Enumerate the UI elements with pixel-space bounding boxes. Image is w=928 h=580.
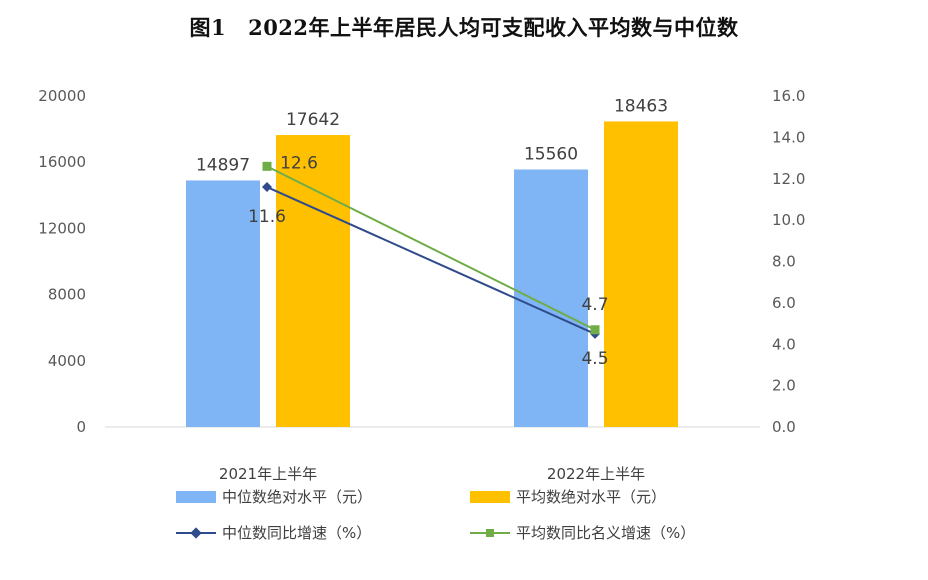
y-right-tick-label: 8.0	[772, 253, 796, 271]
y-right-tick-label: 2.0	[772, 377, 796, 395]
y-right-tick-label: 4.0	[772, 335, 796, 353]
x-category-label: 2022年上半年	[547, 465, 645, 483]
chart-title-text: 2022年上半年居民人均可支配收入平均数与中位数	[248, 15, 739, 40]
x-category-label: 2021年上半年	[219, 465, 317, 483]
bar-data-label: 17642	[286, 110, 340, 130]
bar-data-label: 14897	[196, 155, 250, 175]
chart-title: 图1 2022年上半年居民人均可支配收入平均数与中位数	[0, 12, 928, 42]
y-right-tick-label: 0.0	[772, 418, 796, 436]
bar-data-label: 18463	[614, 96, 668, 116]
figure-number: 图1	[189, 15, 227, 40]
bar-median-0	[186, 180, 260, 427]
y-right-tick-label: 10.0	[772, 211, 805, 229]
bar-mean-0	[276, 135, 350, 427]
y-left-tick-label: 20000	[38, 87, 86, 105]
bar-median-1	[514, 169, 588, 427]
bar-data-label: 15560	[524, 144, 578, 164]
y-right-tick-label: 14.0	[772, 128, 805, 146]
y-right-tick-label: 6.0	[772, 294, 796, 312]
line-data-label: 11.6	[248, 207, 286, 227]
y-left-tick-label: 12000	[38, 219, 86, 237]
y-left-tick-label: 16000	[38, 153, 86, 171]
line-data-label: 12.6	[280, 153, 318, 173]
line-data-label: 4.7	[581, 295, 608, 315]
line-marker-mean-growth	[262, 161, 272, 171]
line-marker-median-growth	[262, 182, 272, 193]
line-marker-mean-growth	[590, 325, 600, 335]
y-left-tick-label: 4000	[48, 352, 86, 370]
y-right-tick-label: 16.0	[772, 87, 805, 105]
line-mean-growth	[266, 165, 596, 331]
y-right-tick-label: 12.0	[772, 170, 805, 188]
y-left-tick-label: 0	[76, 418, 86, 436]
bar-mean-1	[604, 121, 678, 427]
line-median-growth	[266, 186, 596, 335]
y-left-tick-label: 8000	[48, 286, 86, 304]
line-data-label: 4.5	[581, 349, 608, 369]
